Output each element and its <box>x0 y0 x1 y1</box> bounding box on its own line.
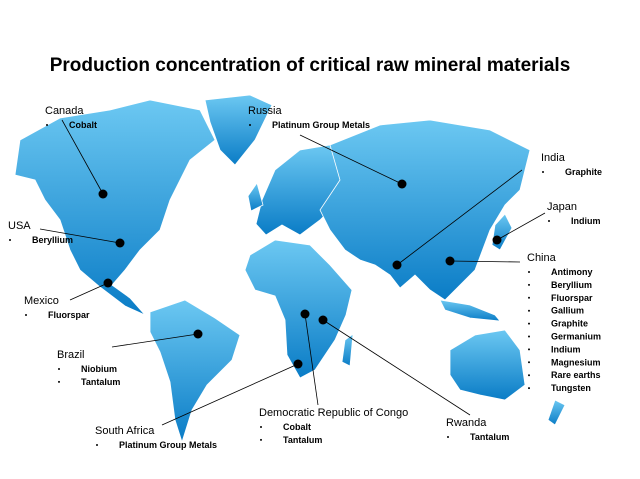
country-name: Mexico <box>24 295 59 307</box>
world-map <box>14 94 566 444</box>
leader-line <box>322 319 471 416</box>
africa <box>244 239 353 379</box>
location-dot <box>300 309 310 319</box>
bullet <box>528 309 530 312</box>
leader-line <box>396 169 523 266</box>
leader-line <box>161 363 299 426</box>
bullet <box>528 296 530 299</box>
material: Fluorspar <box>48 310 90 320</box>
uk <box>247 182 264 212</box>
bullet <box>548 220 550 222</box>
country-name: Rwanda <box>446 417 487 429</box>
bullet <box>528 322 530 325</box>
bullet <box>260 426 262 428</box>
location-dot <box>115 238 125 248</box>
bullet <box>528 283 530 286</box>
leader-line <box>496 212 546 241</box>
material: Beryllium <box>551 280 592 290</box>
material: Germanium <box>551 332 601 342</box>
bullet <box>528 361 530 364</box>
location-dot <box>392 260 402 270</box>
location-dot <box>318 315 328 325</box>
leader-line <box>299 134 403 185</box>
north-america <box>14 99 216 316</box>
leader-line <box>61 119 104 195</box>
material: Gallium <box>551 306 584 316</box>
south-america <box>149 299 241 444</box>
leader-line <box>69 282 109 301</box>
material: Cobalt <box>283 422 311 432</box>
bullet <box>25 314 27 316</box>
material: Beryllium <box>32 235 73 245</box>
location-dot <box>293 359 303 369</box>
leader-line <box>449 260 521 263</box>
country-name: Canada <box>45 105 84 117</box>
bullet <box>528 271 530 273</box>
material: Rare earths <box>551 370 601 380</box>
country-name: Brazil <box>57 349 85 361</box>
bullet <box>528 387 530 390</box>
country-name: India <box>541 152 566 164</box>
country-name: South Africa <box>95 425 155 437</box>
material: Niobium <box>81 364 117 374</box>
location-dot <box>103 278 113 288</box>
australia <box>449 329 526 401</box>
bullet <box>528 348 530 351</box>
material: Graphite <box>565 167 602 177</box>
bullet <box>542 171 544 173</box>
country-name: Russia <box>248 105 283 117</box>
callouts: Canada Cobalt Russia Platinum Group Metals I… <box>8 105 602 450</box>
bullet <box>58 380 60 383</box>
indonesia <box>439 299 501 322</box>
material: Indium <box>571 216 601 226</box>
country-name: USA <box>8 220 31 232</box>
madagascar <box>341 333 354 367</box>
bullet <box>528 374 530 377</box>
location-dot <box>98 189 108 199</box>
leader-line <box>111 333 199 348</box>
country-name: China <box>527 252 557 264</box>
bullet <box>528 335 530 338</box>
bullet <box>249 124 251 126</box>
material: Graphite <box>551 319 588 329</box>
title: Production concentration of critical raw… <box>50 55 571 76</box>
country-name: Japan <box>547 201 577 213</box>
material: Cobalt <box>69 120 97 130</box>
material: Antimony <box>551 267 593 277</box>
material: Magnesium <box>551 357 601 367</box>
location-dot <box>397 179 407 189</box>
location-dot <box>193 329 203 339</box>
bullet <box>46 124 48 126</box>
material: Tantalum <box>81 377 120 387</box>
new-zealand <box>547 399 566 426</box>
material: Indium <box>551 344 581 354</box>
asia <box>319 119 531 301</box>
location-dot <box>445 256 455 266</box>
leader-line <box>39 228 121 244</box>
leader-line <box>304 313 319 406</box>
bullet <box>58 368 60 370</box>
bullet <box>447 436 449 438</box>
bullet <box>96 444 98 446</box>
greenland <box>204 94 273 166</box>
material: Fluorspar <box>551 293 593 303</box>
material: Platinum Group Metals <box>272 120 370 130</box>
material: Tantalum <box>283 435 322 445</box>
bullet <box>9 239 11 241</box>
country-name: Democratic Republic of Congo <box>259 407 408 419</box>
bullet <box>260 438 262 441</box>
material: Tungsten <box>551 383 591 393</box>
material: Platinum Group Metals <box>119 440 217 450</box>
material: Tantalum <box>470 432 509 442</box>
location-dot <box>492 235 502 245</box>
